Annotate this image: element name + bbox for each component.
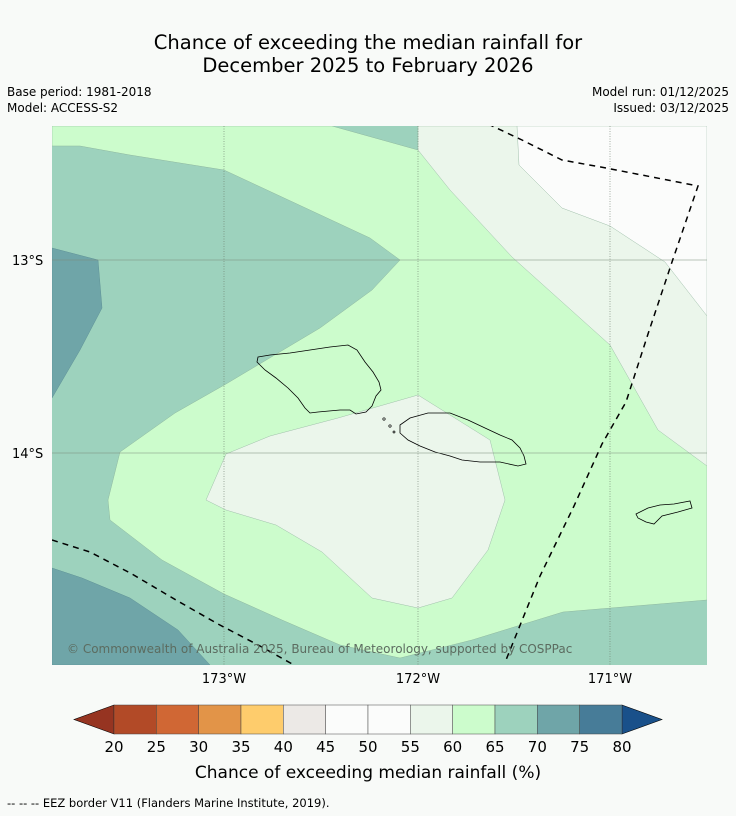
colorbar-tick-label: 75 (570, 738, 589, 756)
chart-title: Chance of exceeding the median rainfall … (0, 31, 736, 77)
colorbar-segment (240, 704, 284, 735)
colorbar-tick-label: 35 (231, 738, 250, 756)
lat-label-14s: 14°S (12, 447, 43, 462)
lon-label-172w: 172°W (396, 672, 440, 687)
colorbar-tick-label: 65 (485, 738, 504, 756)
colorbar-tick-label: 30 (189, 738, 208, 756)
title-line-2: December 2025 to February 2026 (202, 54, 534, 77)
colorbar-segment (410, 704, 453, 735)
colorbar-tick-label: 50 (358, 738, 377, 756)
colorbar-tick-label: 60 (443, 738, 462, 756)
zone-50-55-east (516, 126, 707, 317)
colorbar: 20 25 30 35 40 45 50 55 60 65 70 75 80 (73, 704, 663, 756)
eez-border (52, 126, 699, 665)
colorbar-tick-label: 70 (528, 738, 547, 756)
colorbar-under-arrow (73, 704, 115, 735)
colorbar-segment (579, 704, 623, 735)
colorbar-segment (156, 704, 199, 735)
colorbar-tick-label: 25 (147, 738, 166, 756)
issued-date: Issued: 03/12/2025 (613, 101, 729, 115)
colorbar-segment (494, 704, 538, 735)
tutuila-island (635, 500, 693, 525)
colorbar-segment (325, 704, 369, 735)
copyright-text: © Commonwealth of Australia 2025, Bureau… (67, 642, 572, 656)
colorbar-segment (367, 704, 411, 735)
meta-left: Base period: 1981-2018 Model: ACCESS-S2 (7, 84, 152, 116)
model-name: Model: ACCESS-S2 (7, 101, 119, 115)
colorbar-segment (198, 704, 242, 735)
islet (388, 424, 392, 428)
model-run: Model run: 01/12/2025 (591, 85, 729, 99)
eez-footnote: -- -- -- EEZ border V11 (Flanders Marine… (7, 796, 330, 810)
meta-right: Model run: 01/12/2025 Issued: 03/12/2025 (592, 84, 729, 116)
colorbar-segment (452, 704, 496, 735)
lon-label-171w: 171°W (588, 672, 632, 687)
colorbar-segment (537, 704, 580, 735)
colorbar-segment (283, 704, 326, 735)
colorbar-tick-label: 80 (612, 738, 631, 756)
colorbar-tick-label: 55 (401, 738, 420, 756)
savaii-island (256, 344, 382, 415)
upolu-island (399, 412, 527, 467)
zone-70-75-southwest (52, 567, 211, 665)
colorbar-tick-label: 40 (274, 738, 293, 756)
contour-fields: © Commonwealth of Australia 2025, Bureau… (52, 126, 707, 665)
rainfall-map: © Commonwealth of Australia 2025, Bureau… (12, 126, 707, 783)
colorbar-tick-label: 45 (316, 738, 335, 756)
title-line-1: Chance of exceeding the median rainfall … (153, 31, 583, 54)
colorbar-over-arrow (621, 704, 663, 735)
islet (392, 430, 396, 434)
colorbar-segment (113, 704, 157, 735)
islet (382, 417, 386, 421)
lat-label-13s: 13°S (12, 254, 43, 269)
colorbar-label: Chance of exceeding median rainfall (%) (195, 763, 541, 783)
zone-55-60-central (205, 394, 506, 609)
colorbar-tick-label: 20 (104, 738, 123, 756)
base-period: Base period: 1981-2018 (7, 85, 152, 99)
zone-70-75-west (52, 247, 103, 399)
lon-label-173w: 173°W (202, 672, 246, 687)
